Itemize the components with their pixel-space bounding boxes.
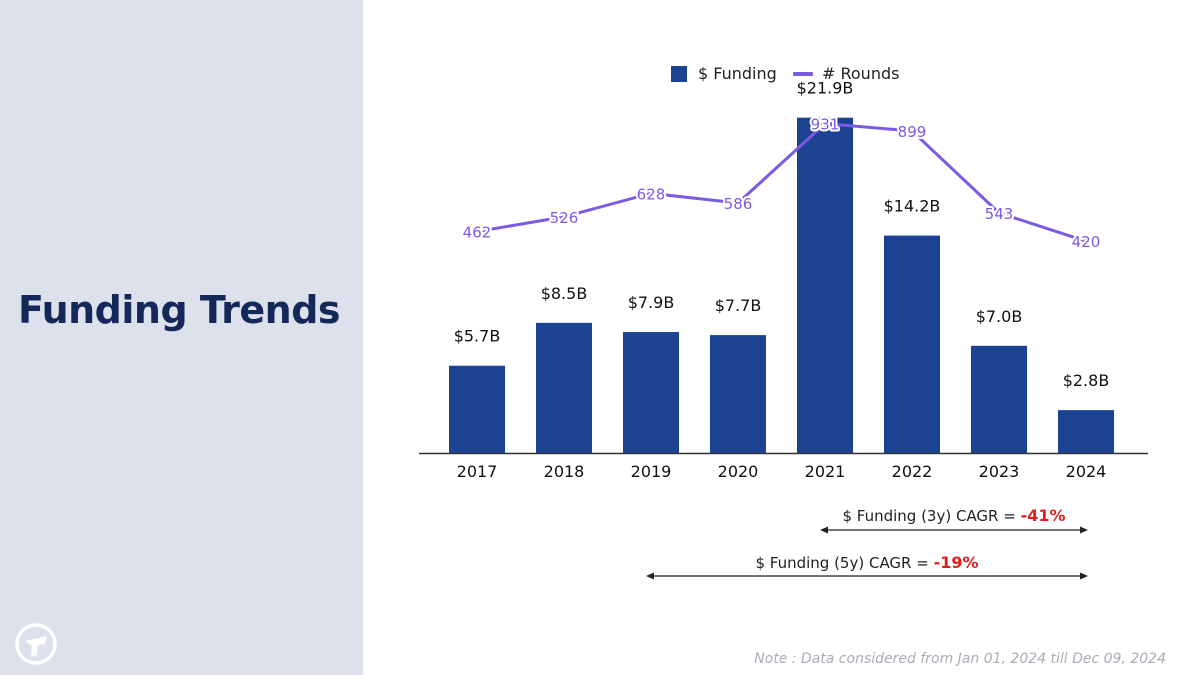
x-tick-2020: 2020 <box>718 462 759 481</box>
rounds-line <box>476 122 1087 243</box>
x-tick-2018: 2018 <box>544 462 585 481</box>
bar-label-2023: $7.0B <box>976 307 1023 326</box>
bar-label-2022: $14.2B <box>884 197 941 216</box>
title-panel: Funding Trends <box>0 0 363 675</box>
bar-label-2020: $7.7B <box>715 296 762 315</box>
chart-legend: $ Funding # Rounds <box>671 64 899 83</box>
cagr-arrow-head-right-1 <box>1080 526 1088 534</box>
bar-label-2018: $8.5B <box>541 284 588 303</box>
legend-swatch-rounds <box>793 72 813 76</box>
cagr-arrow-head-left-2 <box>646 572 654 580</box>
bar-2020 <box>710 335 766 453</box>
bar-2021 <box>797 117 853 453</box>
cagr-text-1: $ Funding (3y) CAGR = <box>842 507 1020 525</box>
cagr-value-2: -19% <box>934 553 979 572</box>
cagr-arrow-head-left-1 <box>820 526 828 534</box>
line-series: 462 526 628 586 931 899 543 420 <box>461 114 1103 254</box>
x-axis: 2017 2018 2019 2020 2021 2022 2023 2024 <box>419 452 1148 481</box>
rounds-label-2018: 526 <box>550 209 579 227</box>
x-tick-2017: 2017 <box>457 462 498 481</box>
bar-label-2017: $5.7B <box>454 327 501 346</box>
rounds-label-2023: 543 <box>985 205 1014 223</box>
rounds-label-2024: 420 <box>1072 233 1101 251</box>
cagr-label-2: $ Funding (5y) CAGR = -19% <box>755 553 978 572</box>
rounds-label-2022: 899 <box>898 123 927 141</box>
bar-2019 <box>623 332 679 453</box>
page-title: Funding Trends <box>18 288 341 332</box>
cagr-label-1: $ Funding (3y) CAGR = -41% <box>842 506 1065 525</box>
bar-2023 <box>971 345 1027 453</box>
x-tick-2019: 2019 <box>631 462 672 481</box>
x-tick-2024: 2024 <box>1066 462 1107 481</box>
legend-label-funding: $ Funding <box>698 64 777 83</box>
rounds-label-2017: 462 <box>463 224 492 242</box>
legend-label-rounds: # Rounds <box>822 64 899 83</box>
bar-label-2019: $7.9B <box>628 293 675 312</box>
x-tick-2023: 2023 <box>979 462 1020 481</box>
rounds-label-2021: 931 <box>811 116 840 134</box>
bar-2022 <box>884 235 940 453</box>
legend-swatch-funding <box>671 66 687 82</box>
bar-2018 <box>536 322 592 453</box>
x-tick-2022: 2022 <box>892 462 933 481</box>
cagr-text-2: $ Funding (5y) CAGR = <box>755 554 933 572</box>
cagr-annotations: $ Funding (3y) CAGR = -41% $ Funding (5y)… <box>646 506 1088 580</box>
bar-label-2021: $21.9B <box>797 79 854 98</box>
bar-2024 <box>1058 410 1114 453</box>
bar-2017 <box>449 365 505 453</box>
x-tick-2021: 2021 <box>805 462 846 481</box>
data-note: Note : Data considered from Jan 01, 2024… <box>754 651 1166 667</box>
cagr-value-1: -41% <box>1021 506 1066 525</box>
bar-label-2024: $2.8B <box>1063 371 1110 390</box>
rounds-label-2019: 628 <box>637 185 666 203</box>
cagr-arrow-head-right-2 <box>1080 572 1088 580</box>
funding-chart: $ Funding # Rounds $5.7B $8.5B $7.9B $7.7B $2… <box>419 64 1148 580</box>
rounds-label-2020: 586 <box>724 195 753 213</box>
brand-logo-icon <box>15 623 57 665</box>
bar-series: $5.7B $8.5B $7.9B $7.7B $21.9B $14.2B $7.0B $2.… <box>449 79 1114 453</box>
